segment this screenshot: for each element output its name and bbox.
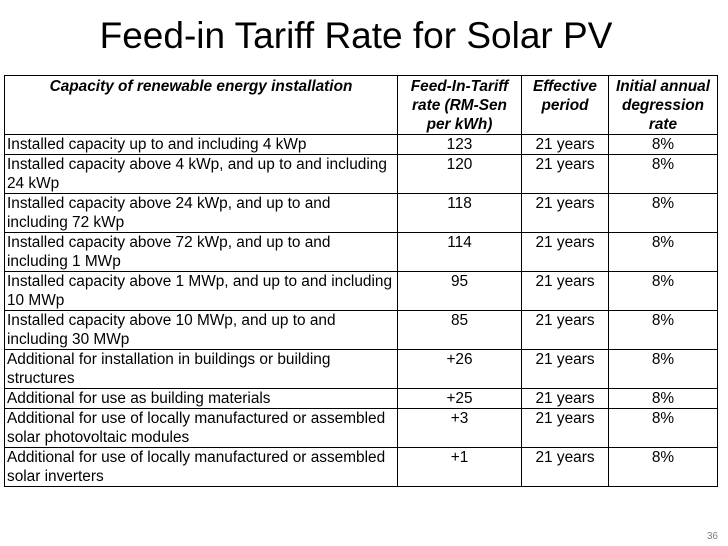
cell-period: 21 years [521, 447, 609, 487]
cell-degression: 8% [608, 271, 718, 311]
cell-capacity: Additional for use of locally manufactur… [4, 408, 398, 448]
cell-rate: 118 [397, 193, 522, 233]
table-row: Installed capacity above 10 MWp, and up … [4, 310, 718, 350]
cell-degression: 8% [608, 232, 718, 272]
cell-capacity: Installed capacity above 1 MWp, and up t… [4, 271, 398, 311]
header-capacity: Capacity of renewable energy installatio… [4, 75, 398, 135]
cell-period: 21 years [521, 408, 609, 448]
table-row: Installed capacity above 72 kWp, and up … [4, 232, 718, 272]
cell-rate: +1 [397, 447, 522, 487]
table-row: Installed capacity up to and including 4… [4, 134, 718, 155]
table-row: Additional for use of locally manufactur… [4, 447, 718, 487]
table-row: Additional for use of locally manufactur… [4, 408, 718, 448]
table-row: Additional for installation in buildings… [4, 349, 718, 389]
cell-degression: 8% [608, 193, 718, 233]
cell-capacity: Additional for use of locally manufactur… [4, 447, 398, 487]
cell-rate: 114 [397, 232, 522, 272]
cell-rate: 123 [397, 134, 522, 155]
table-row: Additional for use as building materials… [4, 388, 718, 409]
cell-period: 21 years [521, 349, 609, 389]
page-number: 36 [706, 531, 718, 542]
cell-capacity: Installed capacity above 72 kWp, and up … [4, 232, 398, 272]
table-row: Installed capacity above 4 kWp, and up t… [4, 154, 718, 194]
header-rate: Feed-In-Tariff rate (RM-Sen per kWh) [397, 75, 522, 135]
cell-degression: 8% [608, 134, 718, 155]
cell-capacity: Installed capacity above 24 kWp, and up … [4, 193, 398, 233]
table-row: Installed capacity above 1 MWp, and up t… [4, 271, 718, 311]
cell-rate: 120 [397, 154, 522, 194]
slide-title-text: Feed-in Tariff Rate for Solar PV [99, 15, 613, 56]
cell-degression: 8% [608, 154, 718, 194]
cell-capacity: Additional for use as building materials [4, 388, 398, 409]
table-header-row: Capacity of renewable energy installatio… [4, 75, 718, 135]
cell-period: 21 years [521, 193, 609, 233]
cell-capacity: Installed capacity above 4 kWp, and up t… [4, 154, 398, 194]
cell-period: 21 years [521, 134, 609, 155]
cell-capacity: Installed capacity above 10 MWp, and up … [4, 310, 398, 350]
slide-title: Feed-in Tariff Rate for Solar PV [0, 14, 728, 58]
cell-capacity: Additional for installation in buildings… [4, 349, 398, 389]
cell-degression: 8% [608, 447, 718, 487]
cell-period: 21 years [521, 388, 609, 409]
cell-capacity: Installed capacity up to and including 4… [4, 134, 398, 155]
cell-degression: 8% [608, 388, 718, 409]
cell-rate: 95 [397, 271, 522, 311]
cell-period: 21 years [521, 154, 609, 194]
cell-period: 21 years [521, 310, 609, 350]
cell-period: 21 years [521, 271, 609, 311]
cell-rate: +26 [397, 349, 522, 389]
header-degression: Initial annual degression rate [608, 75, 718, 135]
cell-rate: +25 [397, 388, 522, 409]
header-period: Effective period [521, 75, 609, 135]
cell-rate: 85 [397, 310, 522, 350]
cell-degression: 8% [608, 349, 718, 389]
table-row: Installed capacity above 24 kWp, and up … [4, 193, 718, 233]
cell-period: 21 years [521, 232, 609, 272]
cell-degression: 8% [608, 310, 718, 350]
table-body: Installed capacity up to and including 4… [4, 134, 718, 487]
tariff-table: Capacity of renewable energy installatio… [4, 75, 718, 487]
cell-degression: 8% [608, 408, 718, 448]
cell-rate: +3 [397, 408, 522, 448]
